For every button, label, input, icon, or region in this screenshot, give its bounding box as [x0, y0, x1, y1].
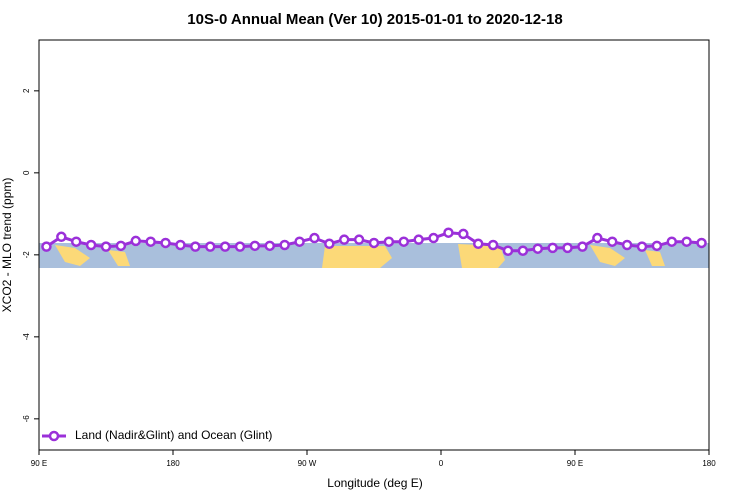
x-tick-label: 180 — [166, 459, 180, 468]
chart-title: 10S-0 Annual Mean (Ver 10) 2015-01-01 to… — [187, 11, 562, 28]
point — [219, 241, 231, 252]
point — [651, 240, 663, 252]
point — [428, 232, 439, 244]
point — [234, 241, 246, 252]
point — [368, 237, 380, 249]
point — [70, 236, 82, 247]
x-tick-label: 90 E — [31, 459, 47, 468]
point — [383, 236, 395, 247]
point — [606, 236, 618, 247]
point — [666, 236, 678, 247]
point — [279, 239, 290, 251]
point — [264, 240, 276, 252]
point — [443, 227, 454, 238]
x-tick-label: 90 E — [567, 459, 583, 468]
y-tick-label: -2 — [22, 251, 31, 259]
point — [487, 239, 499, 251]
point — [85, 239, 97, 251]
point — [696, 237, 707, 249]
point — [204, 241, 216, 252]
point — [100, 241, 112, 252]
point — [472, 238, 484, 250]
y-tick-label: 0 — [22, 170, 31, 175]
x-tick-label: 90 W — [298, 459, 317, 468]
point — [353, 234, 365, 245]
point — [145, 236, 156, 247]
point — [324, 238, 335, 250]
point — [56, 231, 67, 243]
x-axis-label: Longitude (deg E) — [327, 476, 422, 490]
point — [160, 237, 171, 249]
x-tick-label: 180 — [702, 459, 716, 468]
point — [681, 236, 692, 247]
point — [175, 239, 186, 251]
point — [502, 245, 514, 256]
point — [413, 234, 424, 245]
y-axis-label: XCO2 - MLO trend (ppm) — [0, 178, 14, 313]
point — [115, 240, 127, 252]
y-tick-label: 2 — [22, 88, 31, 93]
point — [562, 242, 573, 254]
point — [249, 240, 261, 252]
point — [532, 243, 544, 254]
point — [636, 241, 648, 252]
point — [309, 232, 320, 244]
point — [547, 242, 558, 254]
point — [41, 241, 52, 252]
y-tick-label: -4 — [22, 333, 31, 341]
point — [517, 245, 529, 256]
y-tick-label: -6 — [22, 415, 31, 423]
point — [592, 232, 603, 244]
point — [458, 228, 469, 240]
point — [190, 241, 201, 252]
x-tick-label: 0 — [439, 459, 444, 468]
point — [577, 241, 588, 252]
point — [338, 234, 350, 245]
point — [621, 239, 633, 251]
point — [130, 235, 142, 247]
legend-label: Land (Nadir&Glint) and Ocean (Glint) — [75, 428, 272, 442]
plot-frame — [38, 39, 710, 451]
legend-marker — [48, 430, 60, 442]
point — [294, 236, 305, 247]
point — [398, 236, 410, 247]
